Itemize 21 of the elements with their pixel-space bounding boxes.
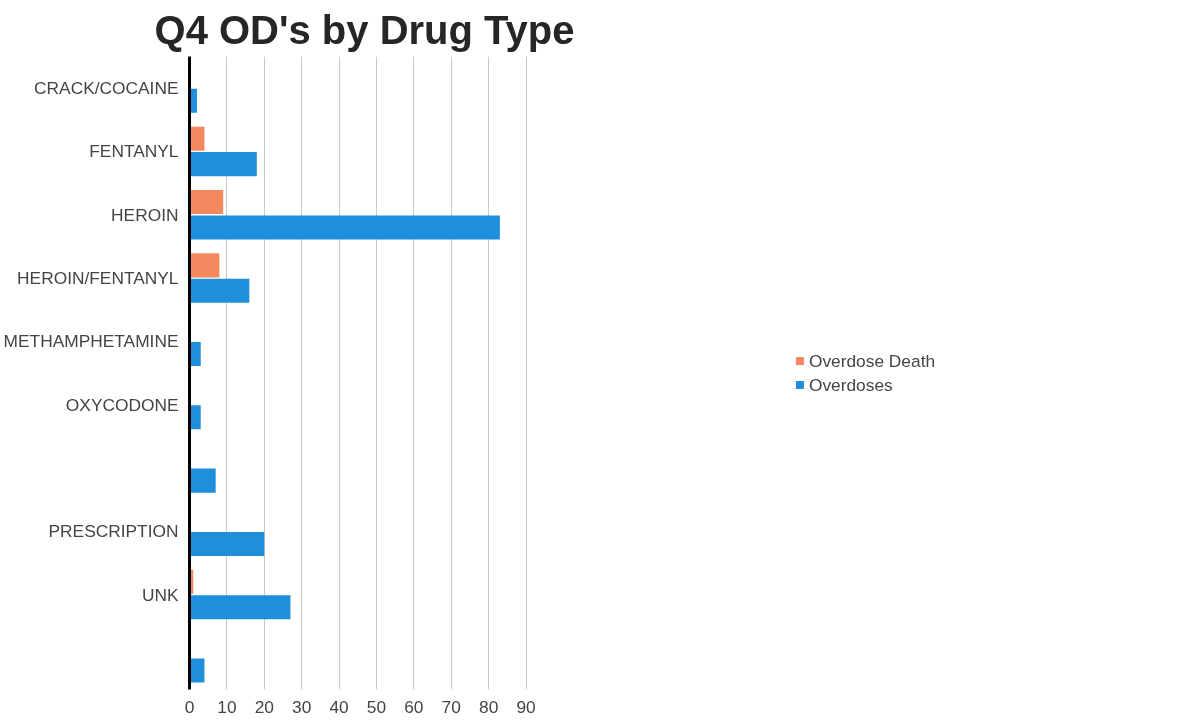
y-tick-label: HEROIN — [111, 204, 179, 225]
y-tick-label: CRACK/COCAINE — [34, 78, 179, 99]
x-tick-label: 40 — [329, 696, 349, 717]
y-tick-label: OXYCODONE — [65, 394, 179, 415]
y-tick-label: HEROIN/FENTANYL — [17, 268, 179, 289]
x-tick-label: 20 — [254, 696, 274, 717]
y-tick-label: PRESCRIPTION — [48, 521, 179, 542]
legend-label: Overdoses — [808, 374, 893, 395]
chart-title: Q4 OD's by Drug Type — [154, 7, 575, 52]
x-tick-label: 10 — [217, 696, 237, 717]
x-tick-label: 90 — [516, 696, 536, 717]
y-tick-label: UNK — [141, 584, 179, 605]
y-tick-label: METHAMPHETAMINE — [3, 331, 179, 352]
x-tick-label: 0 — [184, 696, 195, 717]
legend-label: Overdose Death — [808, 350, 936, 371]
x-tick-label: 60 — [404, 696, 424, 717]
x-tick-label: 50 — [366, 696, 387, 717]
x-tick-label: 80 — [479, 696, 499, 717]
y-tick-label: FENTANYL — [89, 141, 179, 162]
x-tick-label: 30 — [292, 696, 312, 717]
x-tick-label: 70 — [441, 696, 461, 717]
